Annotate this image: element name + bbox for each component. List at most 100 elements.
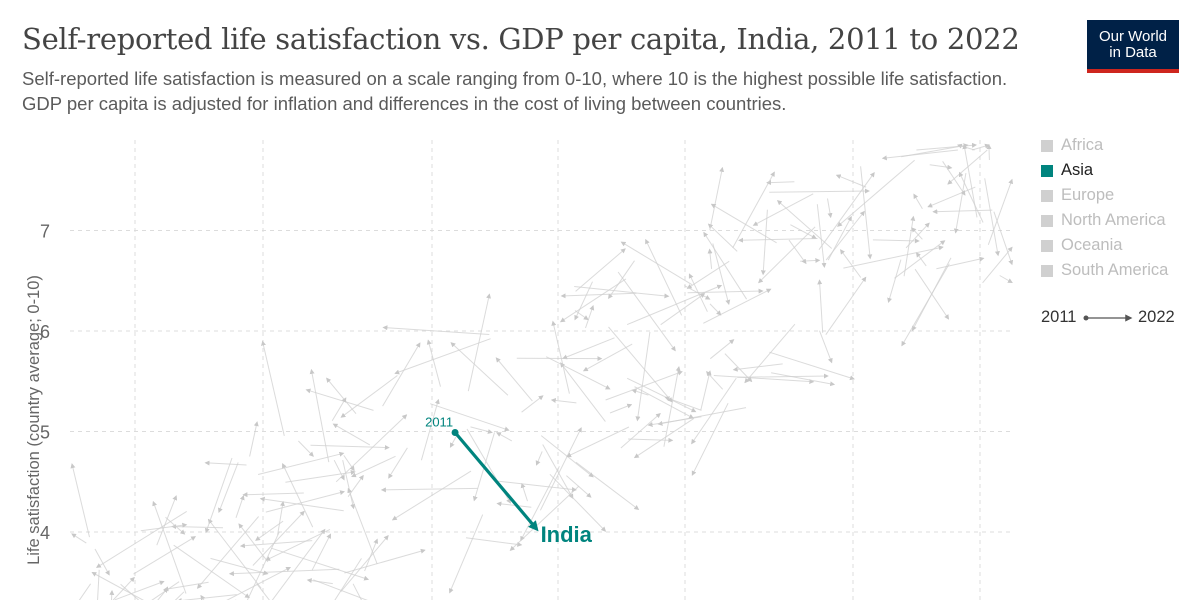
country-trajectory <box>152 500 187 594</box>
country-trajectory <box>617 271 676 352</box>
country-trajectory <box>825 276 867 335</box>
country-trajectory <box>265 528 331 561</box>
country-trajectory <box>309 368 330 463</box>
country-trajectory <box>703 231 748 300</box>
country-trajectory <box>982 246 1013 284</box>
india-trajectory-line[interactable] <box>453 431 539 532</box>
country-trajectory <box>566 426 630 458</box>
country-trajectory <box>962 144 978 218</box>
country-trajectory <box>420 398 440 461</box>
legend-swatch <box>1041 215 1053 227</box>
india-label: India <box>541 522 593 547</box>
country-trajectory <box>382 342 421 407</box>
country-trajectory <box>174 591 185 600</box>
country-trajectory <box>305 388 374 411</box>
country-trajectory <box>872 238 920 244</box>
country-trajectory <box>343 455 355 472</box>
owid-logo[interactable]: Our World in Data <box>1087 20 1179 73</box>
country-trajectory <box>539 427 582 511</box>
country-trajectory <box>204 460 247 466</box>
country-trajectory <box>340 375 398 418</box>
country-trajectory <box>881 149 958 161</box>
country-trajectory <box>430 403 510 432</box>
background-country-trajectories <box>70 142 1014 600</box>
country-trajectory <box>999 275 1013 283</box>
country-trajectory <box>496 432 513 442</box>
country-trajectory <box>261 340 285 437</box>
y-tick-label: 6 <box>40 322 50 342</box>
legend-swatch <box>1041 265 1053 277</box>
chart-subtitle: Self-reported life satisfaction is measu… <box>22 68 1008 114</box>
country-trajectory <box>310 444 390 450</box>
country-trajectory <box>255 520 284 541</box>
country-trajectory <box>707 248 713 269</box>
country-trajectory <box>394 338 491 375</box>
country-trajectory <box>340 535 389 593</box>
country-trajectory <box>817 279 824 333</box>
country-trajectory <box>551 320 570 394</box>
country-trajectory <box>724 353 753 383</box>
country-trajectory <box>827 215 852 261</box>
y-tick-label: 5 <box>40 423 50 443</box>
india-start-year-label: 2011 <box>425 415 453 430</box>
country-trajectory <box>575 248 626 292</box>
country-trajectory <box>835 174 867 188</box>
country-trajectory <box>691 402 729 476</box>
country-trajectory <box>388 447 408 479</box>
country-trajectory <box>887 259 902 303</box>
country-trajectory <box>496 501 532 508</box>
country-trajectory <box>732 171 775 249</box>
country-trajectory <box>626 284 723 326</box>
country-trajectory <box>769 351 855 381</box>
country-trajectory <box>335 414 408 483</box>
country-trajectory <box>713 375 815 385</box>
country-trajectory <box>271 547 370 581</box>
country-trajectory <box>712 243 731 305</box>
country-trajectory <box>218 462 239 514</box>
chart-title: Self-reported life satisfaction vs. GDP … <box>22 22 1020 56</box>
country-trajectory <box>709 166 725 231</box>
country-trajectory <box>903 215 916 277</box>
y-tick-label: 7 <box>40 222 50 242</box>
country-trajectory <box>549 473 607 532</box>
country-trajectory <box>380 487 478 493</box>
timeline-end-label: 2022 <box>1138 308 1175 326</box>
country-trajectory <box>788 239 807 265</box>
country-trajectory <box>200 594 206 600</box>
country-trajectory <box>257 451 345 475</box>
country-trajectory <box>364 538 379 572</box>
country-trajectory <box>550 397 577 404</box>
country-trajectory <box>347 487 378 565</box>
country-trajectory <box>562 337 615 360</box>
country-trajectory <box>626 377 697 413</box>
country-trajectory <box>953 173 967 234</box>
legend-label: South America <box>1061 261 1169 279</box>
country-trajectory <box>70 463 90 538</box>
country-trajectory <box>326 377 357 415</box>
legend-swatch <box>1041 140 1053 152</box>
country-trajectory <box>157 587 169 600</box>
india-start-point[interactable] <box>451 429 459 437</box>
legend-label: Oceania <box>1061 236 1123 254</box>
country-trajectory <box>631 388 649 396</box>
country-trajectory <box>228 568 340 577</box>
country-trajectory <box>905 222 930 249</box>
country-trajectory <box>608 326 673 403</box>
country-trajectory <box>929 164 953 170</box>
y-axis-label: Life satisfaction (country average; 0-10… <box>25 275 43 565</box>
country-trajectory <box>391 470 472 521</box>
country-trajectory <box>246 531 280 600</box>
country-trajectory <box>470 426 493 434</box>
country-trajectory <box>521 395 544 413</box>
country-trajectory <box>819 330 833 364</box>
country-trajectory <box>744 323 796 384</box>
country-trajectory <box>344 548 426 574</box>
highlighted-trajectory: 2011 India <box>425 415 593 547</box>
country-trajectory <box>311 533 331 571</box>
country-trajectory <box>901 263 950 347</box>
country-trajectory <box>911 227 923 240</box>
country-trajectory <box>760 209 768 276</box>
country-trajectory <box>94 548 110 576</box>
country-trajectory <box>894 240 946 279</box>
country-trajectory <box>207 518 262 589</box>
